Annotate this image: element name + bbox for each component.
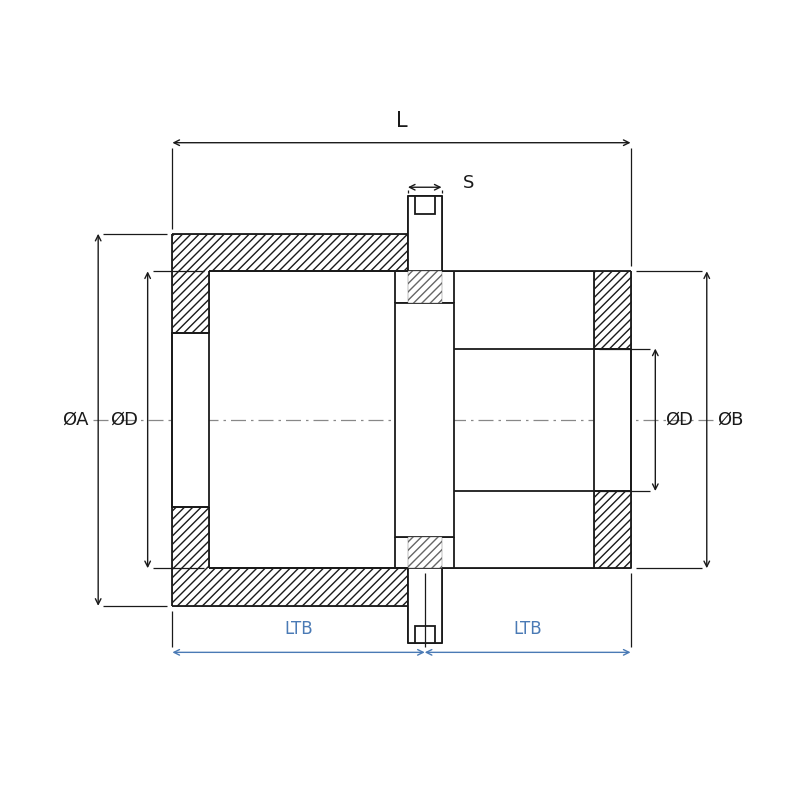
Polygon shape [454,271,630,349]
Polygon shape [172,507,454,606]
Text: LTB: LTB [284,621,313,638]
Polygon shape [395,303,454,537]
Text: ØD: ØD [666,410,694,429]
Polygon shape [415,626,434,643]
Text: ØA: ØA [62,410,88,429]
Text: LTB: LTB [514,621,542,638]
Polygon shape [172,333,209,507]
Text: S: S [463,174,474,192]
Text: L: L [396,111,407,131]
Polygon shape [594,349,630,491]
Polygon shape [408,196,442,271]
Polygon shape [408,568,442,643]
Text: ØD: ØD [110,410,138,429]
Polygon shape [454,491,630,568]
Polygon shape [408,537,442,568]
Polygon shape [415,196,434,214]
Polygon shape [172,234,454,333]
Text: ØB: ØB [717,410,743,429]
Polygon shape [408,271,442,303]
